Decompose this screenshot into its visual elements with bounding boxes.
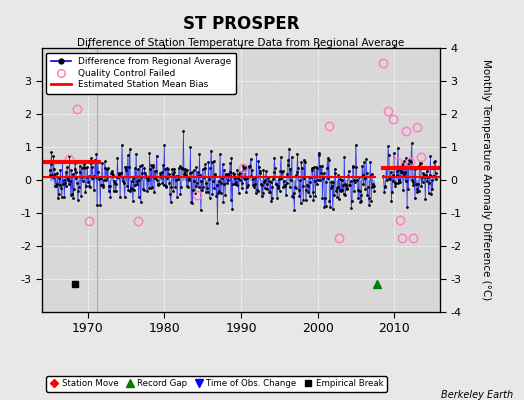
Legend: Station Move, Record Gap, Time of Obs. Change, Empirical Break: Station Move, Record Gap, Time of Obs. C… bbox=[46, 376, 387, 392]
Y-axis label: Monthly Temperature Anomaly Difference (°C): Monthly Temperature Anomaly Difference (… bbox=[481, 59, 491, 301]
Text: Difference of Station Temperature Data from Regional Average: Difference of Station Temperature Data f… bbox=[78, 38, 405, 48]
Legend: Difference from Regional Average, Quality Control Failed, Estimated Station Mean: Difference from Regional Average, Qualit… bbox=[47, 52, 236, 94]
Title: ST PROSPER: ST PROSPER bbox=[183, 14, 299, 32]
Text: Berkeley Earth: Berkeley Earth bbox=[441, 390, 514, 400]
